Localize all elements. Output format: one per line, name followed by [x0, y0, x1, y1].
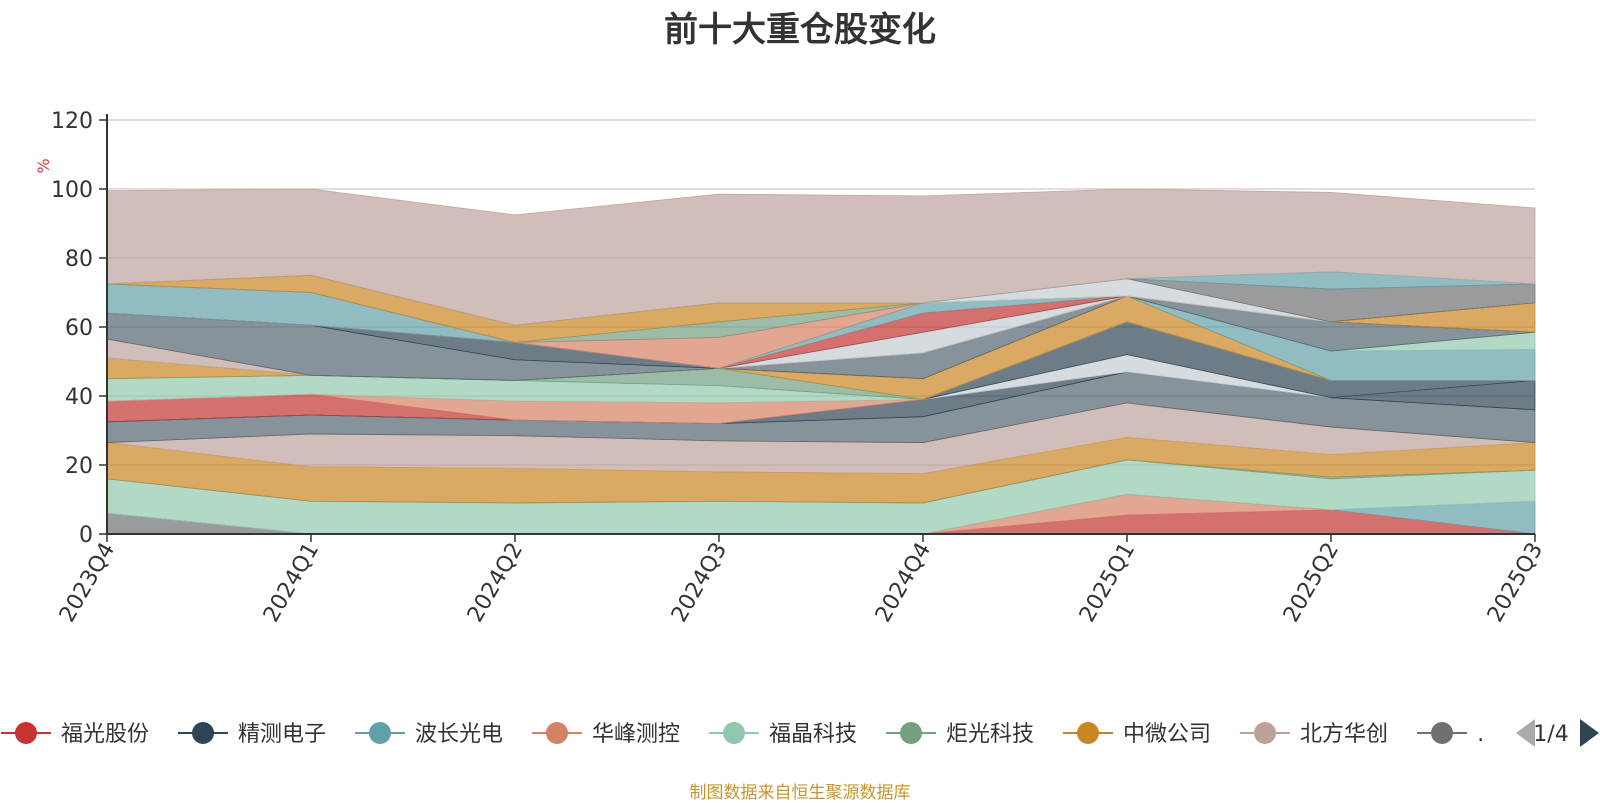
- legend-item[interactable]: …: [1417, 722, 1499, 747]
- legend-next-arrow-icon[interactable]: [1580, 719, 1599, 747]
- legend-marker: [723, 722, 745, 744]
- x-tick-label: 2025Q3: [1483, 539, 1548, 627]
- source-footnote: 制图数据来自恒生聚源数据库: [689, 783, 911, 803]
- legend-item[interactable]: 中微公司: [1063, 722, 1211, 747]
- legend-marker: [369, 722, 391, 744]
- legend-label: 福光股份: [61, 722, 149, 747]
- legend-pager: 1/4: [1516, 719, 1599, 747]
- y-tick-label: 20: [65, 454, 93, 479]
- legend-marker: [192, 722, 214, 744]
- legend-marker: [1254, 722, 1276, 744]
- legend-marker: [1077, 722, 1099, 744]
- legend-item[interactable]: 波长光电: [355, 722, 503, 747]
- y-axis-label: %: [34, 158, 53, 173]
- legend-label: 北方华创: [1300, 722, 1388, 747]
- legend-marker: [15, 722, 37, 744]
- x-tick-label: 2023Q4: [55, 539, 120, 627]
- legend-item[interactable]: 福晶科技: [709, 722, 857, 747]
- legend-label: …: [1477, 722, 1499, 747]
- legend-marker: [546, 722, 568, 744]
- area-band-32: [106, 188, 1536, 326]
- x-tick-label: 2024Q4: [871, 539, 936, 627]
- legend-label: 精测电子: [238, 722, 326, 747]
- y-tick-label: 100: [51, 178, 93, 203]
- x-tick-label: 2025Q1: [1075, 539, 1140, 627]
- legend-label: 福晶科技: [769, 722, 857, 747]
- x-tick-label: 2025Q2: [1279, 539, 1344, 627]
- legend-prev-arrow-icon[interactable]: [1516, 719, 1535, 747]
- legend-label: 波长光电: [415, 722, 503, 747]
- y-tick-label: 40: [65, 385, 93, 410]
- legend-marker: [900, 722, 922, 744]
- y-tick-label: 0: [79, 523, 93, 548]
- y-tick-label: 80: [65, 247, 93, 272]
- legend-item[interactable]: 福光股份: [1, 722, 149, 747]
- legend-label: 炬光科技: [946, 722, 1034, 747]
- legend-label: 华峰测控: [592, 722, 680, 747]
- legend-item[interactable]: 精测电子: [178, 722, 326, 747]
- legend-page-indicator: 1/4: [1533, 722, 1568, 747]
- x-tick-label: 2024Q2: [463, 539, 528, 627]
- legend-item[interactable]: 华峰测控: [532, 722, 680, 747]
- legend-item[interactable]: 北方华创: [1240, 722, 1388, 747]
- y-tick-label: 120: [51, 109, 93, 134]
- legend: 福光股份 精测电子 波长光电 华峰测控 福晶科技 炬光科技 中微公司 北方华创 …: [1, 722, 1499, 747]
- x-tick-label: 2024Q1: [259, 539, 324, 627]
- legend-label: 中微公司: [1123, 722, 1211, 747]
- area-bands: [106, 188, 1536, 535]
- x-tick-label: 2024Q3: [667, 539, 732, 627]
- chart-title: 前十大重仓股变化: [664, 10, 936, 50]
- legend-marker: [1431, 722, 1453, 744]
- y-tick-label: 60: [65, 316, 93, 341]
- legend-item[interactable]: 炬光科技: [886, 722, 1034, 747]
